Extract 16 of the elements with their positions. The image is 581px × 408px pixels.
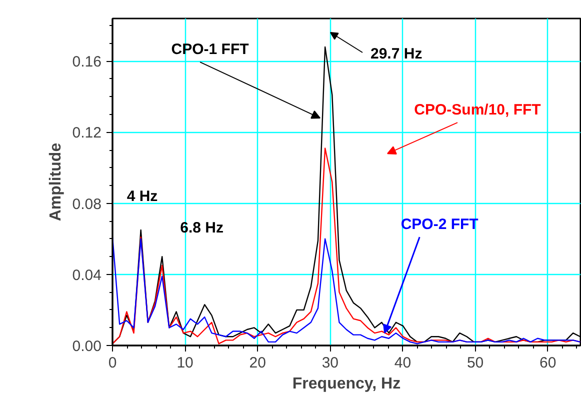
x-tick-label: 60 (540, 354, 556, 372)
y-tick-label: 0.04 (72, 266, 102, 284)
y-tick-label: 0.16 (72, 54, 102, 71)
x-tick-label: 10 (176, 354, 194, 372)
y-tick-label: 0.08 (72, 196, 102, 213)
annotation: 4 Hz (126, 188, 158, 205)
x-tick-label: 0 (108, 354, 117, 372)
x-tick-label: 50 (466, 354, 484, 372)
annotation: 29.7 Hz (370, 46, 422, 62)
y-axis-title: Amplitude (47, 142, 64, 222)
x-tick-label: 30 (322, 354, 339, 372)
y-tick-label: 0.12 (72, 124, 102, 142)
x-tick-label: 20 (249, 354, 266, 372)
y-tick-label: 0.00 (72, 338, 102, 355)
x-tick-label: 40 (394, 354, 412, 372)
x-axis-title: Frequency, Hz (292, 376, 401, 392)
